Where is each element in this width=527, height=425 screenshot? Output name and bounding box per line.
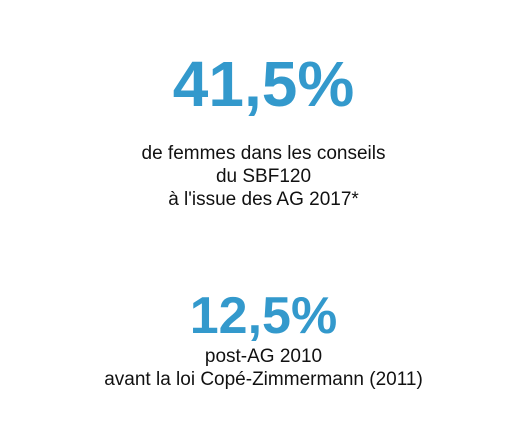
caption-line: de femmes dans les conseils [141, 143, 386, 164]
caption-line: du SBF120 [215, 166, 312, 187]
caption-line: à l'issue des AG 2017* [168, 189, 359, 210]
secondary-stat-caption: post-AG 2010 avant la loi Copé-Zimmerman… [0, 345, 527, 391]
caption-line: avant la loi Copé-Zimmermann (2011) [104, 369, 423, 390]
primary-stat-value: 41,5% [172, 48, 355, 120]
secondary-stat-value: 12,5% [189, 287, 338, 345]
primary-stat-caption: de femmes dans les conseils du SBF120 à … [0, 142, 527, 211]
caption-line: post-AG 2010 [204, 346, 323, 367]
